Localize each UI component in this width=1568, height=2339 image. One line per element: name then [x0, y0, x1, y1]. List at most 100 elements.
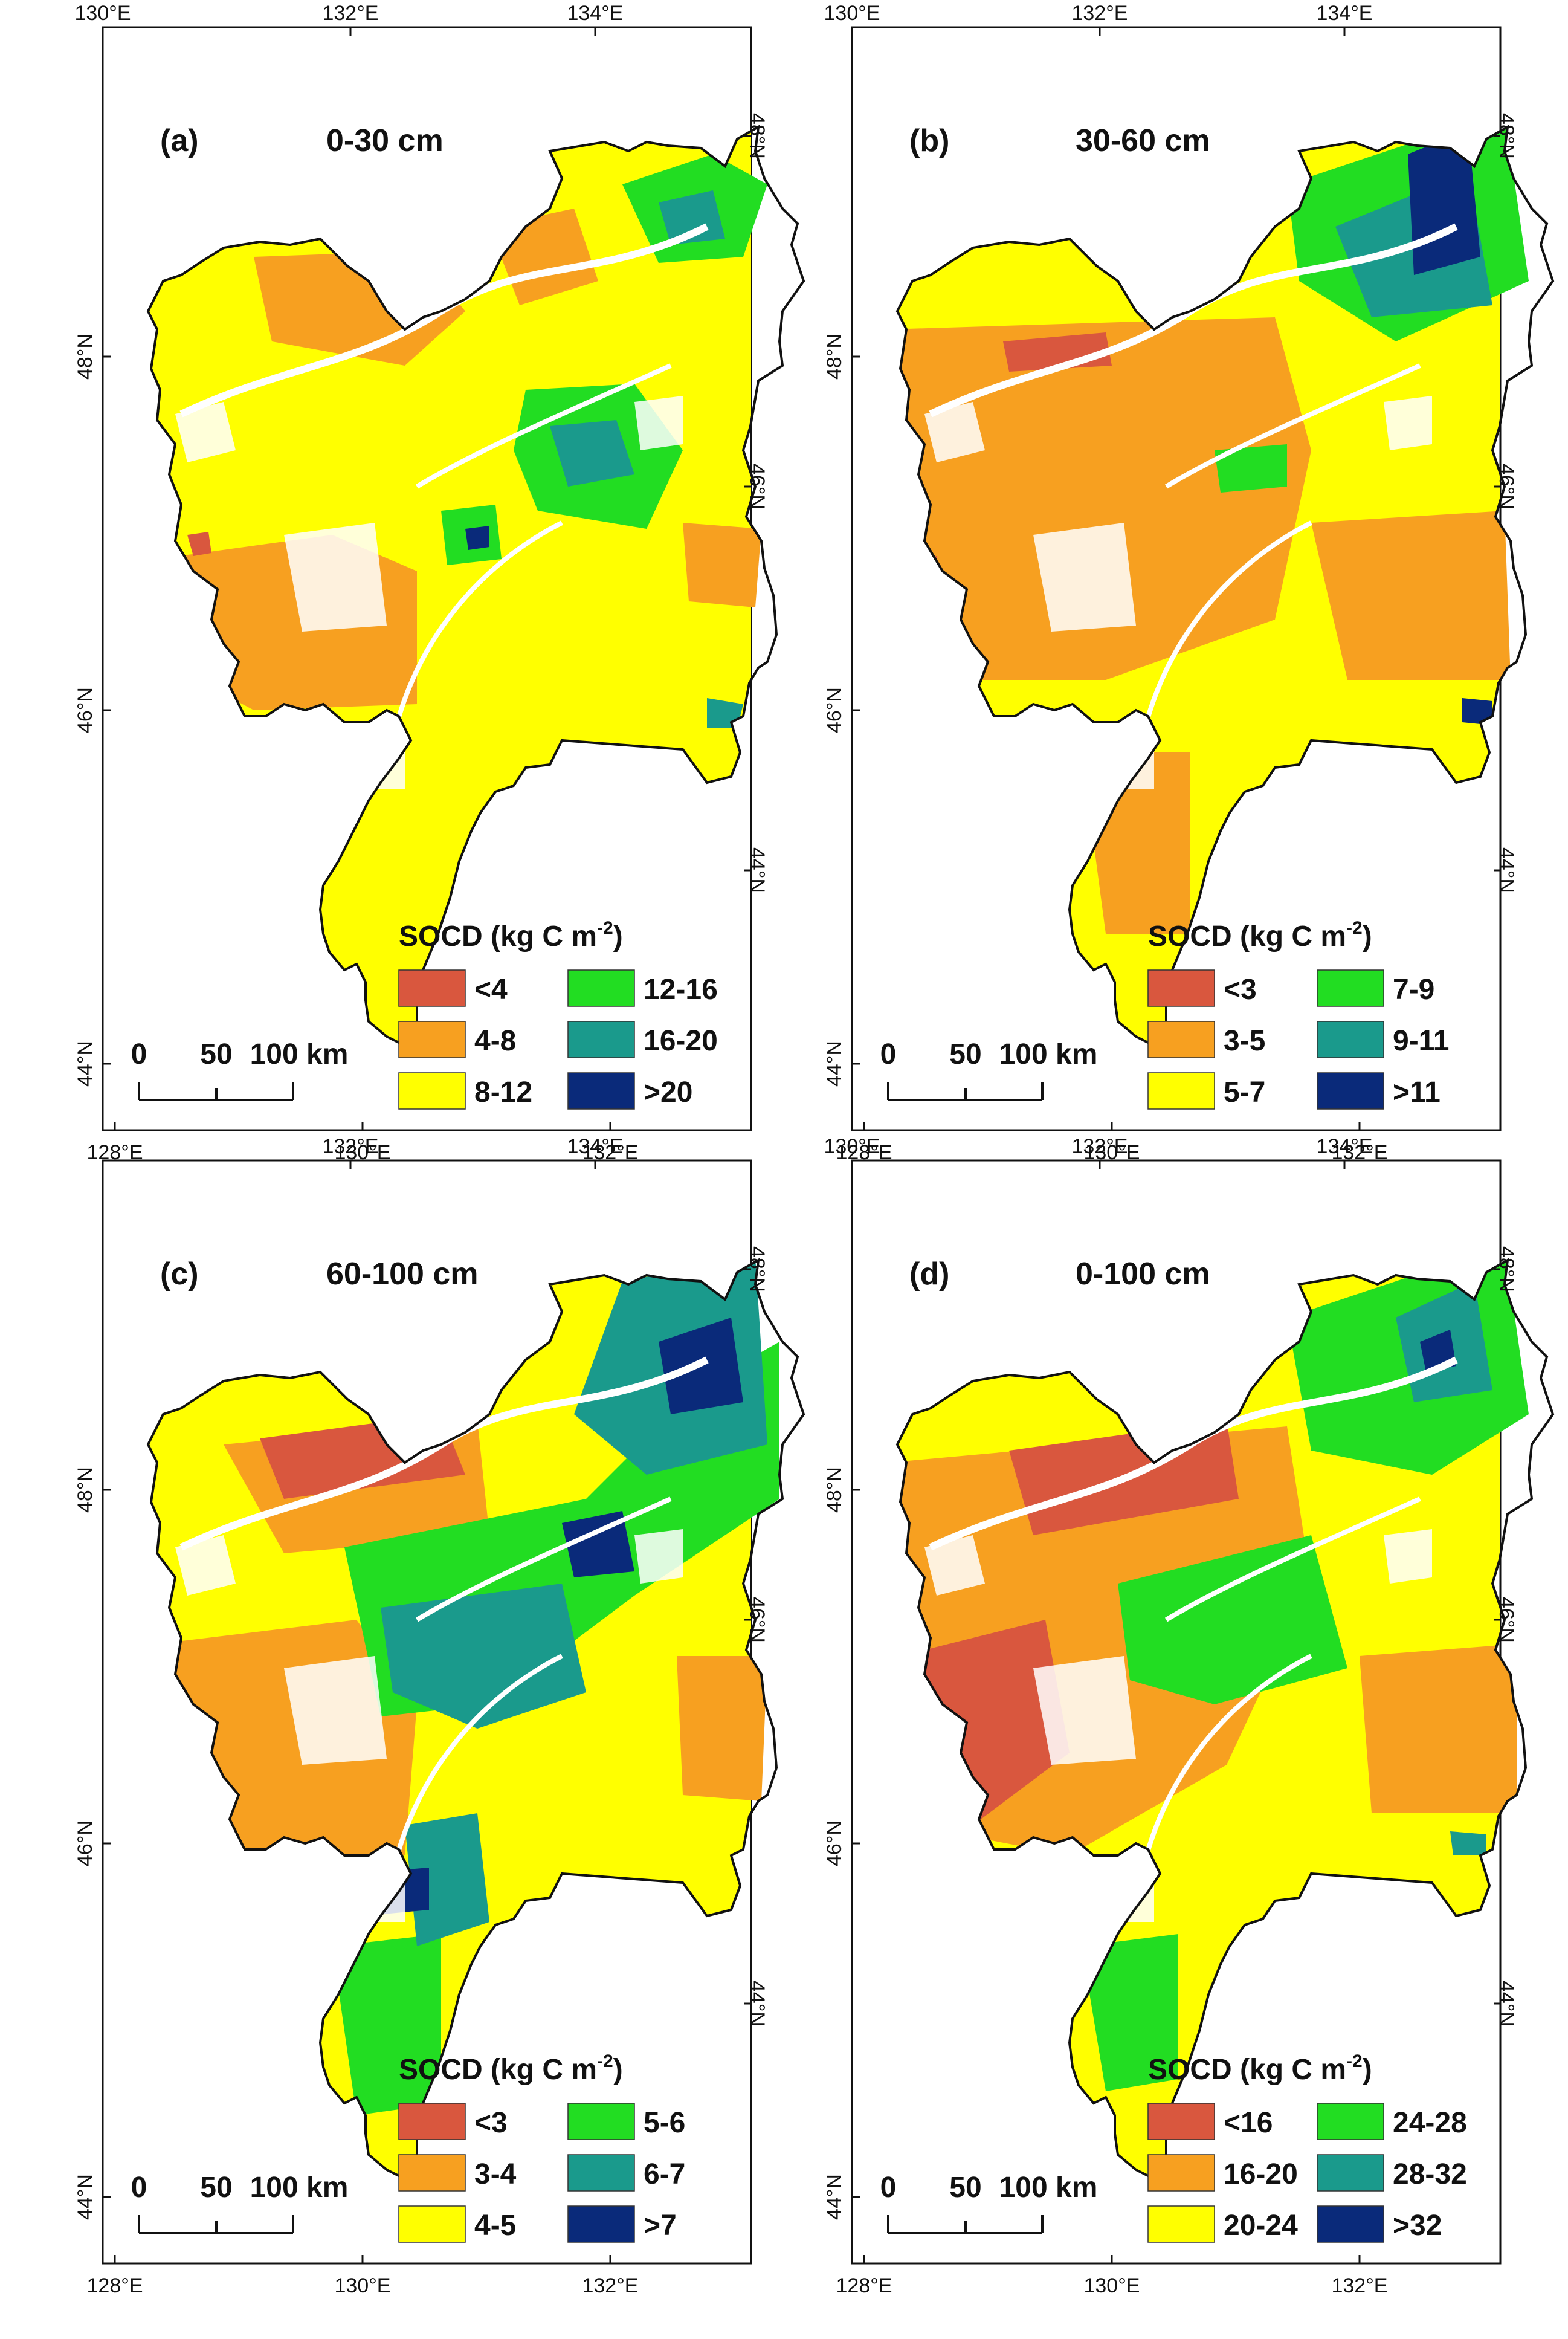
no-data-area [634, 1529, 683, 1584]
legend-swatch [1147, 1072, 1215, 1110]
top-axis-label: 132°E [322, 1135, 378, 1158]
soc-class-patch [187, 532, 211, 556]
legend-swatch [1317, 2154, 1384, 2192]
river [1140, 1654, 1312, 1874]
right-axis-label: 46°N [1495, 1597, 1518, 1643]
soc-class-patch [1118, 1535, 1347, 1704]
scale-bar-label: 100 km [999, 2172, 1098, 2204]
legend-label: 16-20 [1224, 2158, 1298, 2190]
left-axis-label: 48°N [74, 1467, 97, 1513]
soc-class-patch [1082, 1934, 1178, 2091]
legend-swatch [398, 2103, 466, 2140]
scale-bar-label: 0 [131, 2172, 147, 2204]
soc-class-patch [1360, 1644, 1517, 1813]
top-axis-label: 132°E [1071, 2, 1128, 25]
no-data-area [284, 523, 387, 632]
bottom-axis-label: 128°E [836, 2274, 892, 2297]
legend: SOCD (kg C m-2) <3 3-4 4-5 5-6 6-7 >7 [398, 2051, 685, 2243]
left-axis-label: 46°N [74, 687, 97, 733]
top-axis-label: 134°E [1316, 2, 1372, 25]
right-axis-label: 48°N [1495, 1246, 1518, 1292]
left-axis-label: 46°N [823, 687, 846, 733]
bottom-axis-label: 132°E [1331, 2274, 1387, 2297]
right-axis-label: 48°N [746, 1246, 769, 1292]
legend-swatch [1147, 2103, 1215, 2140]
panel-tag: (d) [909, 1257, 949, 1292]
no-data-area [284, 1656, 387, 1765]
legend-swatch [1147, 969, 1215, 1007]
no-data-area [1384, 1529, 1432, 1584]
legend-swatch [1147, 2205, 1215, 2243]
scale-bar-label: 100 km [250, 1038, 349, 1070]
map-panel-c: (c) 60-100 cm 132°E 134°E 128°E 130°E 132°E 48°… [74, 1135, 805, 2297]
soc-class-patch [677, 1656, 767, 1801]
river [415, 1496, 672, 1622]
scale-bar: 0 50 100 km [131, 2172, 348, 2234]
scale-bar: 0 50 100 km [131, 1038, 349, 1101]
right-axis-label: 44°N [746, 1981, 769, 2027]
legend-label: 7-9 [1393, 974, 1434, 1006]
legend-label: <3 [1224, 974, 1257, 1006]
legend-label: <16 [1224, 2107, 1273, 2139]
legend-label: <3 [474, 2107, 508, 2139]
top-axis-label: 132°E [322, 2, 378, 25]
right-axis-label: 46°N [746, 464, 769, 510]
no-data-area [924, 402, 985, 462]
river [1164, 1496, 1421, 1622]
top-axis-label: 130°E [824, 2, 880, 25]
legend-swatch [567, 2103, 635, 2140]
scale-bar-label: 100 km [999, 1038, 1098, 1070]
soc-class-patch [1215, 444, 1287, 493]
right-axis-label: 46°N [746, 1597, 769, 1643]
legend-label: >20 [644, 1076, 692, 1108]
legend-swatch [567, 2205, 635, 2243]
right-axis-label: 44°N [1495, 847, 1518, 893]
soc-class-patch [897, 317, 1311, 680]
bottom-axis-label: 132°E [582, 2274, 638, 2297]
left-axis-label: 44°N [74, 1041, 97, 1087]
scale-bar-line [887, 1082, 1044, 1101]
legend-swatch [1317, 1072, 1384, 1110]
left-axis-label: 44°N [823, 2174, 846, 2220]
top-axis-label: 134°E [567, 2, 623, 25]
soc-class-patch [1311, 511, 1511, 680]
river [1164, 363, 1421, 489]
right-axis-label: 44°N [1495, 1981, 1518, 2027]
scale-bar-label: 0 [880, 1038, 897, 1070]
river [390, 1654, 563, 1874]
legend-label: 20-24 [1224, 2210, 1298, 2242]
legend-label: 6-7 [644, 2158, 685, 2190]
panel-tag: (a) [160, 123, 199, 158]
right-axis-label: 46°N [1495, 464, 1518, 510]
no-data-area [924, 1535, 985, 1596]
panel-depth-title: 0-100 cm [1076, 1257, 1210, 1292]
legend-swatch [1317, 2103, 1384, 2140]
legend-label: 4-8 [474, 1025, 516, 1057]
left-axis-label: 48°N [823, 334, 846, 380]
legend-label: 4-5 [474, 2210, 516, 2242]
legend-swatch [567, 2154, 635, 2192]
legend-title: SOCD (kg C m-2) [399, 918, 623, 953]
scale-bar-label: 50 [949, 1038, 981, 1070]
scale-bar-label: 0 [131, 1038, 147, 1070]
legend-label: 16-20 [644, 1025, 718, 1057]
legend-swatch [1317, 1021, 1384, 1058]
legend-label: 3-5 [1224, 1025, 1265, 1057]
no-data-area [634, 396, 683, 450]
legend-label: 8-12 [474, 1076, 532, 1108]
legend-label: >7 [644, 2210, 677, 2242]
left-axis-label: 46°N [823, 1820, 846, 1866]
legend-swatch [567, 969, 635, 1007]
bottom-axis-label: 128°E [86, 2274, 143, 2297]
legend-swatch [567, 1021, 635, 1058]
legend-title: SOCD (kg C m-2) [1148, 918, 1372, 953]
no-data-area [1384, 396, 1432, 450]
legend-swatch [398, 1072, 466, 1110]
river [1140, 520, 1312, 741]
soc-class-patch [659, 190, 725, 245]
legend-swatch [1317, 969, 1384, 1007]
left-axis-label: 44°N [823, 1041, 846, 1087]
soc-class-patch [381, 1584, 586, 1729]
